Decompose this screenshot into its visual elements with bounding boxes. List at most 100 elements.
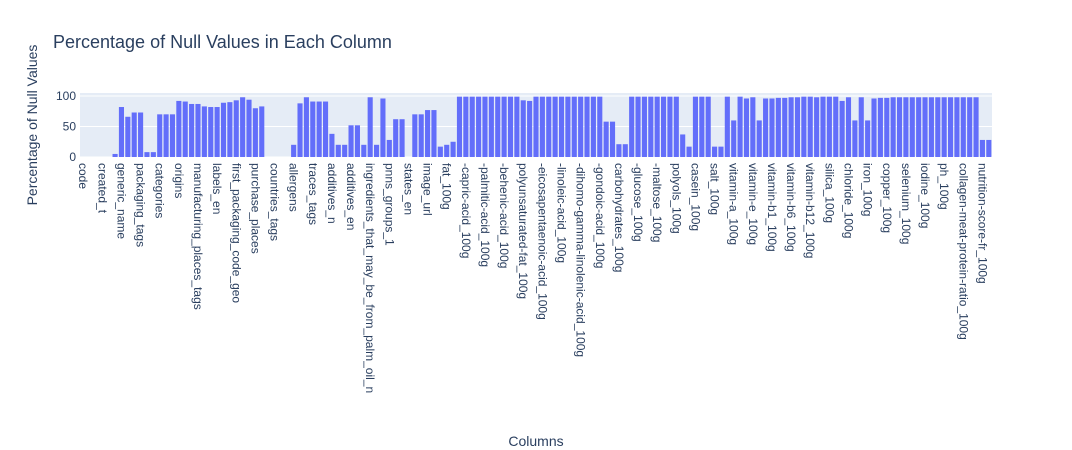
bar (814, 97, 820, 157)
bar (507, 96, 514, 157)
bar (622, 144, 628, 157)
bar (399, 119, 405, 157)
bar (380, 98, 386, 157)
bar (138, 112, 144, 157)
x-tick-label: generic_name (114, 163, 128, 239)
bar (335, 144, 341, 157)
bar (896, 97, 903, 157)
bar (641, 96, 647, 157)
bar (578, 96, 584, 157)
x-tick-label: categories (153, 163, 167, 218)
bar (839, 100, 845, 157)
bar (731, 120, 737, 157)
bar (450, 141, 456, 157)
x-tick-label: collagen-meat-protein-ratio_100g (956, 163, 970, 340)
x-tick-label: polyunsaturated-fat_100g (516, 163, 530, 299)
bar (303, 97, 309, 157)
bar (558, 96, 565, 157)
bar (756, 120, 762, 157)
x-tick-label: chloride_100g (842, 163, 856, 238)
bar (163, 114, 169, 157)
bar (947, 97, 954, 157)
bar (444, 144, 450, 157)
bar (539, 96, 545, 157)
bar (826, 96, 832, 157)
bar (233, 100, 239, 157)
bar (374, 144, 380, 157)
bar (393, 119, 399, 157)
bar (476, 96, 482, 157)
bar (195, 103, 201, 157)
bar (431, 110, 437, 157)
bar (495, 96, 501, 157)
bar (986, 139, 992, 157)
bar (329, 133, 335, 157)
x-tick-label: purchase_places (248, 163, 262, 254)
bar (673, 96, 679, 157)
x-tick-label: additives_n (325, 163, 339, 224)
bar (903, 97, 909, 157)
y-tick-label: 100 (56, 89, 76, 103)
x-tick-label: origins (172, 163, 186, 198)
bar (112, 153, 118, 157)
bar (176, 100, 182, 157)
x-tick-label: vitamin-e_100g (746, 163, 760, 245)
bar (361, 144, 367, 157)
bar (182, 101, 188, 157)
y-tick-label: 50 (63, 120, 77, 134)
x-tick-label: nutrition-score-fr_100g (975, 163, 989, 284)
bar (705, 96, 711, 157)
x-tick-label: -behenic-acid_100g (497, 163, 511, 268)
bar (463, 96, 469, 157)
bar (246, 99, 252, 157)
bar (456, 96, 463, 157)
bar (316, 101, 322, 157)
bar (240, 97, 246, 157)
x-tick-label: -glucose_100g (631, 163, 645, 242)
bar (131, 112, 137, 157)
x-tick-label: traces_tags (306, 163, 320, 225)
bar (565, 96, 571, 157)
x-tick-label: -eicosapentaenoic-acid_100g (535, 163, 549, 320)
bar (214, 107, 220, 157)
x-tick-label: -capric-acid_100g (459, 163, 473, 258)
bar (871, 98, 877, 157)
bar (737, 96, 743, 157)
x-tick-label: salt_100g (708, 163, 722, 215)
x-tick-label: vitamin-a_100g (727, 163, 741, 245)
bar (201, 106, 207, 157)
bar (144, 152, 150, 157)
bar (571, 96, 577, 157)
bar (648, 96, 654, 157)
bar (661, 96, 667, 157)
bar (597, 96, 603, 157)
bar (533, 96, 539, 157)
bar (724, 96, 730, 157)
bar (354, 125, 360, 157)
x-axis-title: Columns (508, 433, 563, 449)
bar (482, 96, 488, 157)
bar (763, 98, 769, 157)
bar (686, 146, 692, 157)
bar (342, 144, 348, 157)
x-tick-label: vitamin-b6_100g (784, 163, 798, 252)
bar (845, 97, 852, 157)
bar (960, 97, 966, 157)
bar (890, 97, 896, 157)
bar (412, 114, 418, 157)
bar (125, 116, 131, 157)
x-tick-label: casein_100g (688, 163, 702, 231)
x-tick-label: pnns_groups_1 (382, 163, 396, 246)
bar (590, 96, 596, 157)
x-tick-label: iron_100g (861, 163, 875, 216)
x-tick-label: silica_100g (822, 163, 836, 223)
x-tick-label: image_url (421, 163, 435, 216)
bar (865, 120, 871, 157)
bar (488, 96, 494, 157)
bar (852, 120, 858, 157)
x-tick-label: created_t (95, 163, 109, 214)
bar (322, 101, 329, 157)
bar (437, 146, 443, 157)
bar (935, 97, 941, 157)
